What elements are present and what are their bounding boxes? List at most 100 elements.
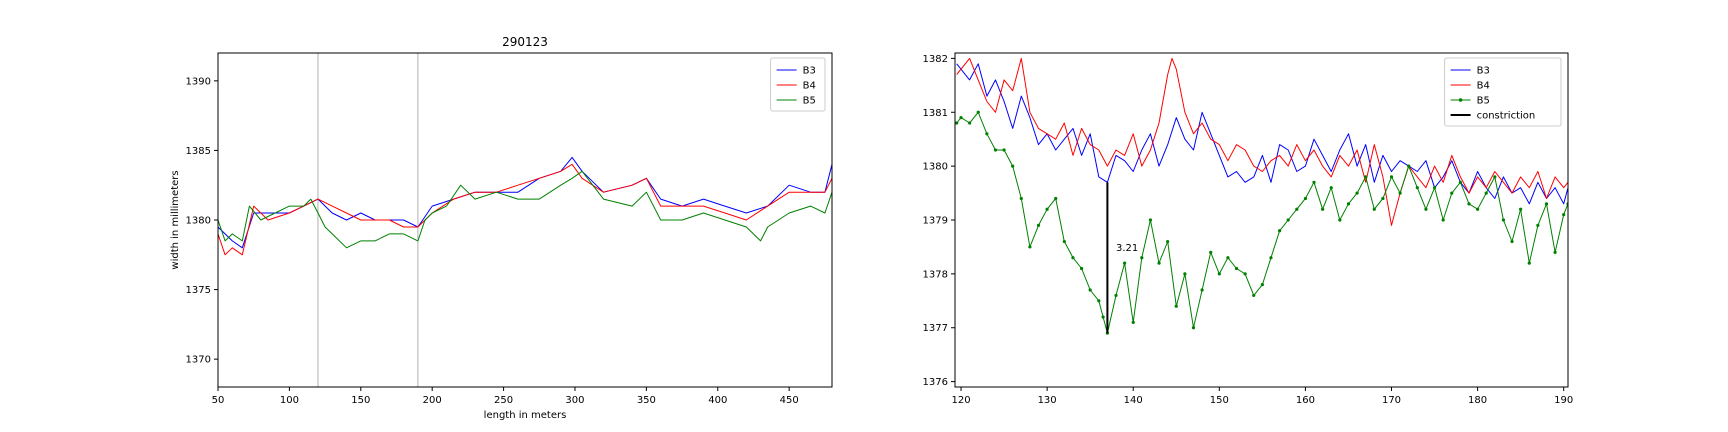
legend-label-b3: B3 (1477, 66, 1490, 77)
y-axis-label: width in millimeters (170, 170, 181, 269)
series-b5-point (976, 110, 980, 114)
series-b5-point (1562, 213, 1566, 217)
legend-label-b5: B5 (803, 96, 816, 107)
x-tick-label: 180 (1468, 395, 1487, 406)
y-tick-label: 1375 (186, 285, 211, 296)
y-tick-label: 1377 (923, 323, 948, 334)
x-tick-label: 300 (565, 395, 584, 406)
series-b5-point (1028, 245, 1032, 249)
series-b5-point (1209, 250, 1213, 254)
series-b5-point (959, 116, 963, 120)
x-tick-label: 450 (780, 395, 799, 406)
y-tick-label: 1390 (186, 76, 211, 87)
series-b5-point (1372, 207, 1376, 211)
series-b5-point (1234, 266, 1239, 271)
y-tick-label: 1380 (923, 162, 948, 173)
series-b5-point (1415, 186, 1419, 190)
series-b5-point (1131, 320, 1135, 324)
series-b5-point (1140, 256, 1144, 260)
left-chart: 50 100 150 200 250 300 350 400 450 1370 1375 1380 13… (170, 35, 833, 421)
y-tick-label: 1376 (923, 377, 948, 388)
series-b5-point (1260, 283, 1264, 287)
series-b5-point (1475, 207, 1480, 211)
x-axis-label: length in meters (484, 410, 567, 421)
series-b5-point (1200, 288, 1204, 292)
legend-box (770, 57, 826, 112)
x-tick-label: 190 (1554, 395, 1573, 406)
y-tick-label: 1385 (186, 146, 211, 157)
legend: B3 B4 B5 (770, 57, 826, 112)
series-b5-point (1312, 180, 1316, 184)
series-b5-point (1036, 223, 1041, 227)
legend-label-b4: B4 (803, 81, 816, 92)
series-b5-point (1123, 261, 1127, 265)
legend-label-b3: B3 (803, 66, 816, 77)
legend-marker-b5 (1458, 98, 1463, 102)
legend-label-b5: B5 (1477, 96, 1490, 107)
series-b5-point (1002, 148, 1006, 152)
series-b5-point (1019, 196, 1023, 201)
x-tick-label: 250 (494, 395, 513, 406)
series-b5-point (1303, 196, 1308, 201)
x-tick-label: 140 (1124, 395, 1143, 406)
series-b5-point (1441, 218, 1445, 222)
series-b4-line (956, 57, 1568, 226)
series-b4-line (218, 163, 832, 256)
series-b5-point (1243, 272, 1247, 276)
series-b5-point (985, 132, 989, 136)
series-b5-point (1553, 250, 1557, 254)
series-b5-point (1329, 186, 1333, 190)
series-b5-point (1338, 218, 1342, 222)
x-tick-label: 350 (637, 395, 656, 406)
series-b5-point (1217, 272, 1221, 276)
series-b5-point (1097, 299, 1101, 303)
series-b5-point (1101, 315, 1105, 319)
plot-area (955, 57, 1568, 335)
y-tick-label: 1382 (923, 54, 948, 65)
x-tick-label: 160 (1296, 395, 1315, 406)
x-tick-label: 150 (351, 395, 370, 406)
series-b5-point (1544, 202, 1549, 206)
series-b5-point (1493, 175, 1497, 179)
x-tick-label: 50 (212, 395, 225, 406)
series-b5-point (1407, 164, 1411, 168)
x-tick-label: 150 (1210, 395, 1229, 406)
series-b5-point (1381, 196, 1385, 201)
x-tick-label: 170 (1382, 395, 1401, 406)
series-b5-point (1252, 293, 1256, 298)
series-b5-point (1148, 218, 1153, 222)
series-b5-point (1166, 239, 1170, 244)
series-b5-line (218, 170, 832, 249)
series-b5-point (1269, 256, 1273, 260)
series-b5-point (1519, 207, 1523, 211)
x-tick-label: 120 (951, 395, 970, 406)
series-b5-point (1114, 293, 1118, 298)
series-b5-point (968, 121, 972, 125)
series-b5-point (1527, 261, 1531, 265)
series-b5-point (1088, 288, 1092, 292)
series-b5-point (1321, 207, 1325, 211)
series-b5-point (1450, 191, 1454, 195)
series-b5-point (1286, 218, 1290, 222)
x-tick-label: 400 (708, 395, 727, 406)
series-b5-point (1355, 191, 1359, 195)
series-b5-point (1079, 266, 1084, 271)
axes-frame (217, 52, 833, 388)
series-b5-point (955, 121, 959, 125)
right-chart: 3.21 120 130 140 150 160 170 180 190 1376 1377 1378… (923, 52, 1573, 406)
series-b5-point (1389, 175, 1394, 179)
x-tick-label: 130 (1038, 395, 1057, 406)
series-b5-point (1467, 202, 1471, 206)
series-b5-point (1174, 304, 1178, 308)
y-tick-label: 1381 (923, 108, 948, 119)
x-tick-label: 200 (423, 395, 442, 406)
series-b5-point (1510, 239, 1514, 244)
x-tick-label: 100 (280, 395, 299, 406)
series-b5-point (1226, 256, 1230, 260)
series-b5-point (1364, 175, 1368, 179)
y-tick-label: 1379 (923, 216, 948, 227)
legend-label-b4: B4 (1477, 81, 1490, 92)
series-b5-point (1157, 261, 1161, 265)
series-b5-point (1398, 191, 1402, 195)
